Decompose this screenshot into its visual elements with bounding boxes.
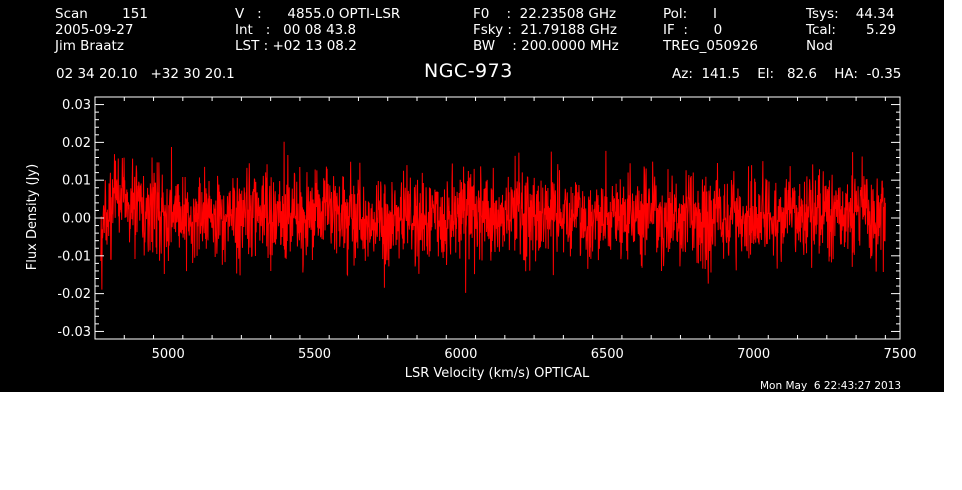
bw-label: BW : 200.0000 MHz [473, 38, 619, 54]
coordinates-label: 02 34 20.10 +32 30 20.1 [56, 66, 235, 82]
y-tick-label: -0.03 [57, 325, 91, 340]
fsky-label: Fsky : 21.79188 GHz [473, 22, 617, 38]
int-label: Int : 00 08 43.8 [235, 22, 357, 38]
timestamp: Mon May 6 22:43:27 2013 [760, 380, 902, 392]
x-tick-label: 7000 [737, 347, 770, 362]
y-tick-label: 0.03 [62, 98, 91, 113]
velocity-label: V : 4855.0 OPTI-LSR [235, 6, 401, 22]
if-label: IF : 0 [663, 22, 723, 38]
spectrum-layer [100, 141, 886, 293]
y-tick-label: 0.01 [62, 174, 91, 189]
pol-label: Pol: I [663, 6, 717, 22]
x-axis-title: LSR Velocity (km/s) OPTICAL [405, 366, 590, 381]
y-tick-label: -0.01 [57, 249, 91, 264]
tcal-label: Tcal: 5.29 [806, 22, 897, 38]
y-axis-title: Flux Density (Jy) [25, 164, 40, 270]
az-el-ha-label: Az: 141.5 El: 82.6 HA: -0.35 [672, 66, 902, 82]
plot-panel: Scan 151 V : 4855.0 OPTI-LSR F0 : 22.235… [0, 0, 944, 392]
x-tick-label: 6500 [591, 347, 624, 362]
x-tick-label: 5500 [298, 347, 331, 362]
tick-label-layer: 5000 5500 6000 6500 7000 7500 -0.03 -0.02 -0.01 0… [57, 98, 916, 362]
observer-label: Jim Braatz [55, 38, 124, 54]
y-tick-label: -0.02 [57, 287, 91, 302]
x-tick-label: 6000 [444, 347, 477, 362]
lst-label: LST : +02 13 08.2 [235, 38, 357, 54]
tick-layer [94, 96, 900, 340]
y-tick-label: 0.00 [62, 212, 91, 227]
f0-label: F0 : 22.23508 GHz [473, 6, 617, 22]
date-label: 2005-09-27 [55, 22, 134, 38]
spectrum-line [100, 141, 886, 293]
source-name: NGC-973 [424, 60, 513, 82]
nod-label: Nod [806, 38, 833, 54]
tsys-label: Tsys: 44.34 [806, 6, 895, 22]
x-tick-label: 7500 [883, 347, 916, 362]
spectrum-chart: 5000 5500 6000 6500 7000 7500 -0.03 -0.02 -0.01 0… [25, 96, 917, 381]
scan-label: Scan 151 [55, 6, 148, 22]
y-tick-label: 0.02 [62, 136, 91, 151]
x-tick-label: 5000 [152, 347, 185, 362]
treg-label: TREG_050926 [663, 38, 758, 54]
